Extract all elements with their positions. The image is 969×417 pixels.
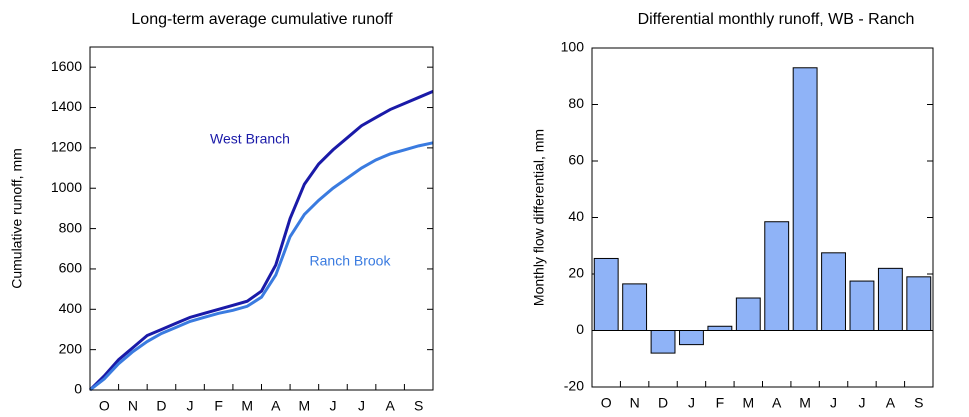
x-tick-label: J xyxy=(688,395,695,411)
chart-title: Differential monthly runoff, WB - Ranch xyxy=(638,11,915,28)
x-tick-label: S xyxy=(914,395,923,411)
y-tick-label: 1600 xyxy=(51,58,82,74)
y-tick-label: 80 xyxy=(568,95,584,111)
x-tick-label: F xyxy=(716,395,725,411)
x-tick-label: J xyxy=(358,398,365,414)
y-tick-label: 0 xyxy=(576,321,584,337)
bar xyxy=(679,330,704,346)
y-tick-label: 1000 xyxy=(51,179,82,195)
x-tick-label: M xyxy=(799,395,811,411)
x-tick-label: N xyxy=(128,398,138,414)
series-label: West Branch xyxy=(210,131,290,147)
y-tick-label: -20 xyxy=(564,378,584,394)
y-tick-label: 20 xyxy=(568,265,584,281)
bar xyxy=(622,283,648,332)
x-tick-label: F xyxy=(214,398,223,414)
y-tick-label: 600 xyxy=(59,260,83,276)
x-tick-label: J xyxy=(858,395,865,411)
bar xyxy=(650,330,676,354)
bar xyxy=(593,257,619,331)
x-tick-label: J xyxy=(329,398,336,414)
series-label: Ranch Brook xyxy=(310,253,392,269)
y-axis-label: Monthly flow differential, mm xyxy=(531,129,547,306)
bar xyxy=(707,325,733,332)
x-tick-label: D xyxy=(156,398,166,414)
y-tick-label: 0 xyxy=(74,381,82,397)
y-tick-label: 800 xyxy=(59,219,83,235)
y-tick-label: 1200 xyxy=(51,139,82,155)
bar xyxy=(849,280,875,331)
line-series xyxy=(88,90,434,392)
x-tick-label: J xyxy=(187,398,194,414)
x-tick-label: M xyxy=(241,398,253,414)
plot-frame xyxy=(89,46,434,391)
bar xyxy=(792,67,818,332)
x-tick-label: J xyxy=(830,395,837,411)
x-tick-label: O xyxy=(99,398,110,414)
y-tick-label: 100 xyxy=(561,39,585,55)
x-tick-label: A xyxy=(772,395,782,411)
x-tick-label: N xyxy=(630,395,640,411)
y-tick-label: 400 xyxy=(59,300,83,316)
y-tick-label: 40 xyxy=(568,208,584,224)
x-tick-label: O xyxy=(601,395,612,411)
y-axis-label: Cumulative runoff, mm xyxy=(9,148,25,289)
bar xyxy=(735,297,761,332)
chart-title: Long-term average cumulative runoff xyxy=(131,11,393,28)
y-tick-label: 200 xyxy=(59,340,83,356)
x-tick-label: M xyxy=(742,395,754,411)
x-tick-label: S xyxy=(414,398,423,414)
bar xyxy=(906,276,932,332)
x-tick-label: A xyxy=(886,395,896,411)
bar xyxy=(877,267,903,332)
line-series xyxy=(89,141,434,392)
y-tick-label: 1400 xyxy=(51,98,82,114)
x-tick-label: D xyxy=(658,395,668,411)
bar xyxy=(764,221,790,331)
x-tick-label: M xyxy=(299,398,311,414)
bar xyxy=(821,252,846,331)
plot-frame xyxy=(591,47,934,388)
x-tick-label: A xyxy=(385,398,395,414)
x-tick-label: A xyxy=(271,398,281,414)
y-tick-label: 60 xyxy=(568,152,584,168)
